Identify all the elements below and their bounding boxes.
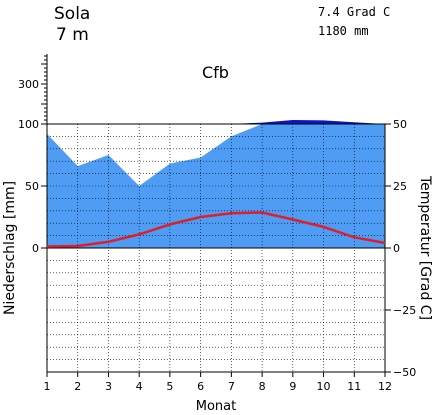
x-axis: 1 2 3 4 5 6 7 8 9 10 11 12 (44, 372, 392, 393)
annual-precipitation: 1180 mm (318, 24, 369, 38)
temperature-line-layer (46, 211, 386, 248)
mean-temperature: 7.4 Grad C (318, 5, 390, 19)
left-tick-label: 100 (18, 118, 39, 131)
right-tick-label: 25 (393, 180, 407, 193)
right-tick-label: 0 (393, 242, 400, 255)
station-elevation: 7 m (56, 25, 89, 45)
x-tick-label: 1 (44, 380, 51, 393)
right-tick-label: 50 (393, 118, 407, 131)
x-tick-label: 8 (259, 380, 266, 393)
x-tick-label: 5 (166, 380, 173, 393)
station-name: Sola (54, 4, 90, 24)
x-tick-label: 6 (197, 380, 204, 393)
x-tick-label: 4 (136, 380, 143, 393)
right-axis: 50 25 0 −25 −50 (385, 118, 416, 379)
x-axis-title: Monat (196, 399, 236, 414)
x-tick-label: 12 (378, 380, 392, 393)
temperature-line (46, 211, 386, 248)
upper-precip-axis (41, 54, 48, 124)
x-tick-label: 3 (105, 380, 112, 393)
x-tick-label: 9 (289, 380, 296, 393)
precip-excess-area (47, 120, 385, 124)
left-tick-label: 300 (18, 78, 39, 91)
left-axis: 0 50 100 300 (18, 78, 47, 255)
x-tick-label: 10 (317, 380, 331, 393)
right-tick-label: −25 (393, 304, 416, 317)
precip-excess-layer (47, 120, 385, 124)
left-tick-label: 50 (25, 180, 39, 193)
right-tick-label: −50 (393, 366, 416, 379)
x-tick-label: 11 (347, 380, 361, 393)
left-axis-title: Niederschlag [mm] (2, 181, 18, 315)
left-tick-label: 0 (32, 242, 39, 255)
right-axis-title: Temperatur [Grad C] (417, 175, 433, 320)
climate-class: Cfb (202, 63, 229, 82)
x-tick-label: 2 (74, 380, 81, 393)
x-tick-label: 7 (228, 380, 235, 393)
